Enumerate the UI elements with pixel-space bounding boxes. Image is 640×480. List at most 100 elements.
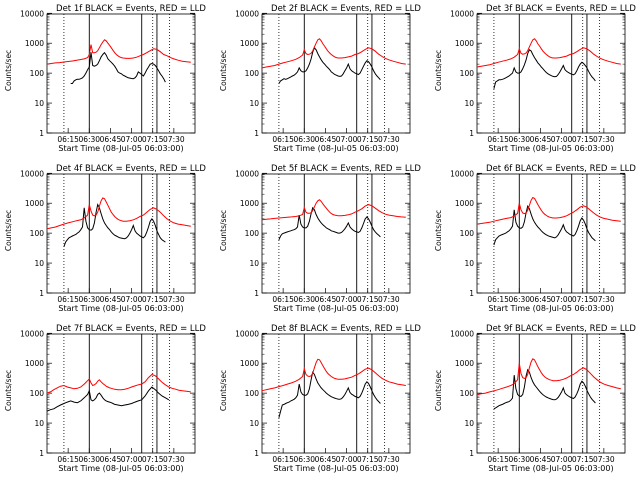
series-lld-line bbox=[476, 196, 621, 225]
x-tick-label: 06:30 bbox=[78, 455, 100, 464]
y-tick-label: 100 bbox=[30, 69, 45, 78]
x-tick-label: 06:45 bbox=[100, 295, 122, 304]
series-lld-line bbox=[46, 39, 191, 65]
x-tick-label: 07:30 bbox=[163, 455, 185, 464]
panel-det-2: Det 2f BLACK = Events, RED = LLD 1 10 100 10… bbox=[219, 4, 421, 153]
series-events-line bbox=[278, 371, 381, 418]
x-tick-label: 06:45 bbox=[530, 295, 552, 304]
y-axis-label: Counts/sec bbox=[434, 50, 443, 91]
y-tick-label: 10 bbox=[249, 99, 259, 108]
x-tick-label: 07:00 bbox=[551, 455, 573, 464]
x-tick-label: 06:30 bbox=[78, 295, 100, 304]
y-tick-label: 1 bbox=[469, 289, 474, 298]
x-axis-label: Start Time (08-Jul-05 06:03:00) bbox=[488, 304, 613, 313]
y-tick-label: 1 bbox=[39, 289, 44, 298]
x-axis-label: Start Time (08-Jul-05 06:03:00) bbox=[273, 304, 398, 313]
plot-frame bbox=[261, 333, 411, 454]
x-tick-label: 07:15 bbox=[142, 295, 164, 304]
y-axis-label: Counts/sec bbox=[4, 370, 13, 411]
x-axis-label: Start Time (08-Jul-05 06:03:00) bbox=[488, 464, 613, 473]
series-events-line bbox=[46, 386, 170, 412]
y-axis-label: Counts/sec bbox=[434, 210, 443, 251]
x-axis-label: Start Time (08-Jul-05 06:03:00) bbox=[58, 144, 183, 153]
x-tick-label: 07:15 bbox=[357, 455, 379, 464]
x-axis-label: Start Time (08-Jul-05 06:03:00) bbox=[273, 144, 398, 153]
y-tick-label: 1 bbox=[469, 129, 474, 138]
y-tick-label: 100 bbox=[460, 229, 475, 238]
panel-title: Det 9f BLACK = Events, RED = LLD bbox=[486, 324, 636, 334]
x-tick-label: 06:15 bbox=[57, 135, 79, 144]
x-tick-label: 07:15 bbox=[572, 135, 594, 144]
y-tick-label: 10000 bbox=[235, 169, 259, 178]
x-axis-label: Start Time (08-Jul-05 06:03:00) bbox=[58, 464, 183, 473]
x-tick-label: 06:15 bbox=[272, 455, 294, 464]
x-tick-label: 06:30 bbox=[293, 295, 315, 304]
series-lld-line bbox=[261, 38, 406, 69]
y-tick-label: 10 bbox=[464, 259, 474, 268]
y-tick-label: 10 bbox=[34, 99, 44, 108]
x-tick-label: 06:45 bbox=[530, 135, 552, 144]
y-tick-label: 1 bbox=[254, 129, 259, 138]
panel-det-8: Det 8f BLACK = Events, RED = LLD 1 10 100 10… bbox=[219, 324, 421, 473]
y-tick-label: 100 bbox=[245, 389, 260, 398]
x-tick-label: 06:15 bbox=[57, 295, 79, 304]
x-tick-label: 06:30 bbox=[508, 135, 530, 144]
series-lld-line bbox=[261, 199, 406, 221]
y-tick-label: 100 bbox=[245, 229, 260, 238]
series-events-line bbox=[70, 51, 166, 84]
x-tick-label: 06:45 bbox=[315, 295, 337, 304]
series-lld-line bbox=[476, 38, 621, 68]
x-tick-label: 06:15 bbox=[487, 455, 509, 464]
x-tick-label: 07:30 bbox=[378, 455, 400, 464]
x-tick-label: 07:30 bbox=[593, 455, 615, 464]
y-tick-label: 100 bbox=[460, 69, 475, 78]
panel-det-3: Det 3f BLACK = Events, RED = LLD 1 10 100 10… bbox=[434, 4, 636, 153]
plot-frame bbox=[261, 173, 411, 294]
y-axis-label: Counts/sec bbox=[219, 370, 228, 411]
y-tick-label: 1 bbox=[39, 449, 44, 458]
x-tick-label: 07:15 bbox=[142, 455, 164, 464]
y-tick-label: 10000 bbox=[235, 329, 259, 338]
x-axis-label: Start Time (08-Jul-05 06:03:00) bbox=[58, 304, 183, 313]
x-tick-label: 06:45 bbox=[315, 135, 337, 144]
x-tick-label: 07:30 bbox=[378, 295, 400, 304]
x-tick-label: 06:45 bbox=[100, 455, 122, 464]
x-tick-label: 07:30 bbox=[378, 135, 400, 144]
plot-frame bbox=[476, 173, 626, 294]
y-tick-label: 1000 bbox=[25, 199, 44, 208]
x-tick-label: 07:15 bbox=[572, 295, 594, 304]
plot-frame bbox=[46, 173, 196, 294]
x-tick-label: 07:15 bbox=[357, 295, 379, 304]
panel-title: Det 3f BLACK = Events, RED = LLD bbox=[486, 4, 636, 14]
series-lld-line bbox=[46, 197, 191, 230]
x-tick-label: 07:00 bbox=[551, 135, 573, 144]
panel-title: Det 4f BLACK = Events, RED = LLD bbox=[56, 164, 206, 174]
x-tick-label: 07:30 bbox=[163, 135, 185, 144]
series-events-line bbox=[493, 368, 596, 410]
series-lld-line bbox=[476, 358, 621, 395]
y-tick-label: 1000 bbox=[455, 359, 474, 368]
y-axis-label: Counts/sec bbox=[4, 50, 13, 91]
panel-det-7: Det 7f BLACK = Events, RED = LLD 1 10 100 10… bbox=[4, 324, 206, 473]
x-tick-label: 07:00 bbox=[121, 135, 143, 144]
y-tick-label: 1000 bbox=[455, 199, 474, 208]
y-tick-label: 10000 bbox=[20, 9, 44, 18]
y-tick-label: 10000 bbox=[450, 9, 474, 18]
y-axis-label: Counts/sec bbox=[4, 210, 13, 251]
y-tick-label: 10 bbox=[249, 259, 259, 268]
x-tick-label: 07:15 bbox=[572, 455, 594, 464]
panel-det-9: Det 9f BLACK = Events, RED = LLD 1 10 100 10… bbox=[434, 324, 636, 473]
series-lld-line bbox=[46, 373, 191, 394]
x-tick-label: 07:00 bbox=[336, 135, 358, 144]
y-tick-label: 1000 bbox=[240, 199, 259, 208]
plot-frame bbox=[261, 13, 411, 134]
x-tick-label: 06:45 bbox=[315, 455, 337, 464]
x-tick-label: 06:15 bbox=[487, 295, 509, 304]
x-tick-label: 06:30 bbox=[293, 135, 315, 144]
y-tick-label: 1000 bbox=[240, 359, 259, 368]
plot-frame bbox=[46, 333, 196, 454]
y-tick-label: 1000 bbox=[25, 39, 44, 48]
plot-frame bbox=[476, 333, 626, 454]
series-events-line bbox=[493, 204, 596, 246]
x-tick-label: 06:15 bbox=[272, 295, 294, 304]
